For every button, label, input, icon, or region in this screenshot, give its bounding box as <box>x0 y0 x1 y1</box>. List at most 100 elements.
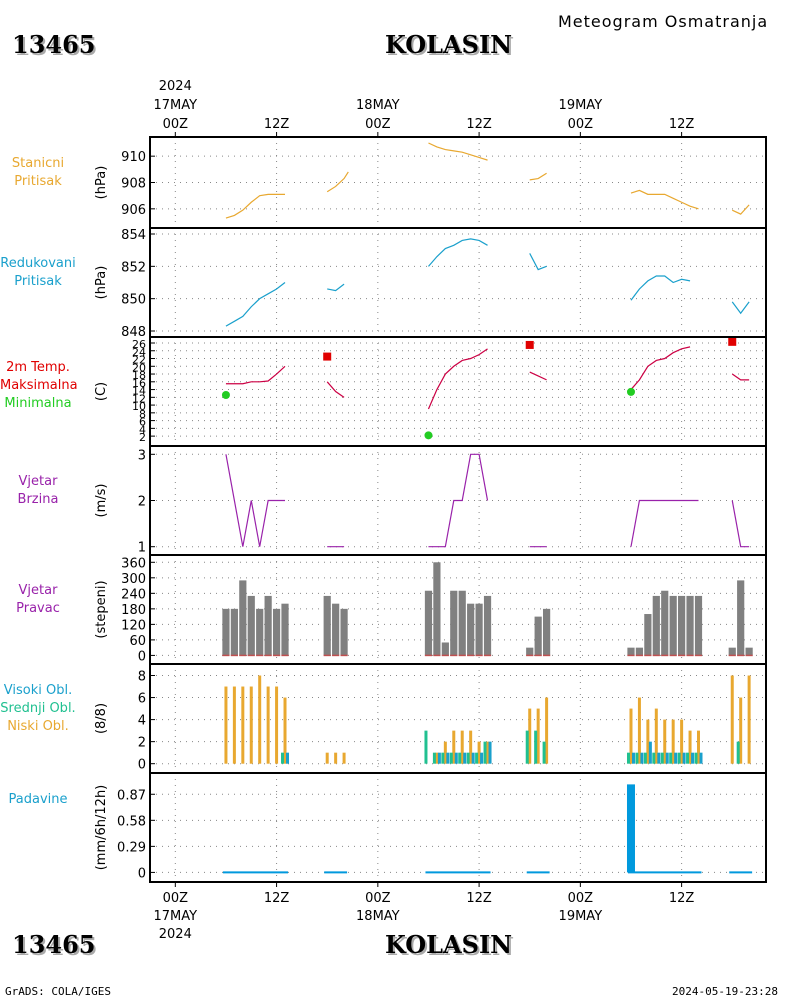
min-temp-point <box>424 431 433 440</box>
y-axis-unit: (m/s) <box>94 484 109 518</box>
cloud-mid-bar <box>542 741 546 764</box>
time-label-bottom: 12Z <box>466 891 492 906</box>
ytick-label: 22 <box>132 354 146 367</box>
cloud-low-bar <box>232 686 236 764</box>
series-line <box>731 301 750 315</box>
panel-redukovani <box>149 227 767 338</box>
wind-direction-bar <box>635 647 644 656</box>
panel-label-line: Pritisak <box>14 273 62 289</box>
time-label-bottom: 00Z <box>365 891 391 906</box>
cloud-mid-bar <box>660 752 664 764</box>
cloud-low-bar <box>342 752 346 764</box>
series-line <box>630 346 691 390</box>
panel-label-line: Redukovani <box>0 255 76 271</box>
cloud-low-bar <box>325 752 329 764</box>
cloud-low-bar <box>443 741 447 764</box>
panel-frame <box>149 772 767 883</box>
wind-direction-bar <box>424 590 433 656</box>
ytick-label: 360 <box>121 556 146 571</box>
ytick-label: 6 <box>139 416 146 429</box>
precip-bar <box>626 784 635 873</box>
wind-direction-bar <box>543 608 551 656</box>
panel-label-line: Brzina <box>17 491 59 507</box>
panel-label-line: Niski Obl. <box>7 718 69 734</box>
day-label-bottom: 18MAY <box>356 909 400 924</box>
wind-direction-bar <box>694 595 703 656</box>
panel-label-line: Minimalna <box>4 395 72 411</box>
cloud-low-bar <box>739 697 743 764</box>
cloud-low-bar <box>435 752 439 764</box>
wind-direction-bar <box>728 647 736 656</box>
cloud-mid-bar <box>424 730 428 764</box>
series-line <box>326 171 349 193</box>
cloud-low-bar <box>637 697 641 764</box>
cloud-high-bar <box>471 752 475 764</box>
panel-vjetar_pravac <box>149 554 767 665</box>
series-line <box>427 348 488 410</box>
wind-direction-bar <box>323 595 331 656</box>
ytick-label: 850 <box>121 293 146 308</box>
panel-label-temperatura: 2m Temp. Maksimalna Minimalna <box>0 359 78 413</box>
ytick-label: 240 <box>121 587 146 602</box>
series-line <box>428 453 489 548</box>
max-temp-point <box>728 337 737 346</box>
ytick-label: 908 <box>121 177 146 192</box>
cloud-high-bar <box>631 752 635 764</box>
panel-label-vjetar_pravac: Vjetar Pravac <box>0 582 76 618</box>
series-line <box>731 373 750 381</box>
time-label-bottom: 00Z <box>163 891 189 906</box>
panel-label-vjetar_brzina: Vjetar Brzina <box>0 473 76 509</box>
panel-temperatura <box>149 336 767 447</box>
ytick-label: 12 <box>132 392 146 405</box>
time-label-top: 12Z <box>669 117 695 132</box>
wind-direction-bar <box>433 562 441 656</box>
ytick-label: 2 <box>138 495 146 510</box>
time-label-top: 00Z <box>365 117 391 132</box>
day-label-top: 17MAY <box>154 98 198 113</box>
y-axis-unit: (hPa) <box>94 266 109 300</box>
meteogram-subtitle: Meteogram Osmatranja <box>558 12 769 31</box>
ytick-label: 16 <box>132 377 146 390</box>
panel-label-line: Vjetar <box>18 582 58 598</box>
ytick-label: 0.58 <box>117 814 146 829</box>
ytick-label: 18 <box>132 369 146 382</box>
panel-label-line: Padavine <box>8 792 68 808</box>
ytick-label: 14 <box>132 385 146 398</box>
wind-direction-bar <box>475 603 483 656</box>
series-line <box>428 238 488 267</box>
ytick-label: 26 <box>132 338 146 351</box>
cloud-mid-bar <box>483 741 487 764</box>
wind-direction-bar <box>256 608 264 656</box>
cloud-high-bar <box>446 752 450 764</box>
ytick-label: 2 <box>138 736 146 751</box>
cloud-low-bar <box>224 686 228 764</box>
cloud-high-bar <box>454 752 458 764</box>
series-line <box>225 365 286 385</box>
cloud-mid-bar <box>694 752 698 764</box>
panel-oblaci <box>149 663 767 774</box>
cloud-low-bar <box>545 697 549 764</box>
cloud-mid-bar <box>643 752 647 764</box>
series-line <box>529 253 547 271</box>
wind-direction-bar <box>230 608 238 656</box>
max-temp-point <box>525 340 534 349</box>
time-label-top: 12Z <box>466 117 492 132</box>
time-label-bottom: 12Z <box>264 891 290 906</box>
cloud-low-bar <box>334 752 338 764</box>
series-line <box>731 500 750 548</box>
series-line <box>327 283 345 292</box>
series-line <box>529 172 547 181</box>
cloud-low-bar <box>283 697 287 764</box>
cloud-mid-bar <box>475 752 479 764</box>
series-line <box>225 454 286 547</box>
min-temp-point <box>626 387 635 396</box>
ytick-label: 6 <box>138 692 146 707</box>
wind-direction-bar <box>247 595 255 656</box>
wind-direction-bar <box>272 608 281 656</box>
cloud-low-bar <box>249 686 253 764</box>
series-line <box>326 381 345 398</box>
cloud-mid-bar <box>449 752 453 764</box>
cloud-high-bar <box>674 752 678 764</box>
wind-direction-bar <box>483 595 492 656</box>
cloud-low-bar <box>460 730 464 764</box>
